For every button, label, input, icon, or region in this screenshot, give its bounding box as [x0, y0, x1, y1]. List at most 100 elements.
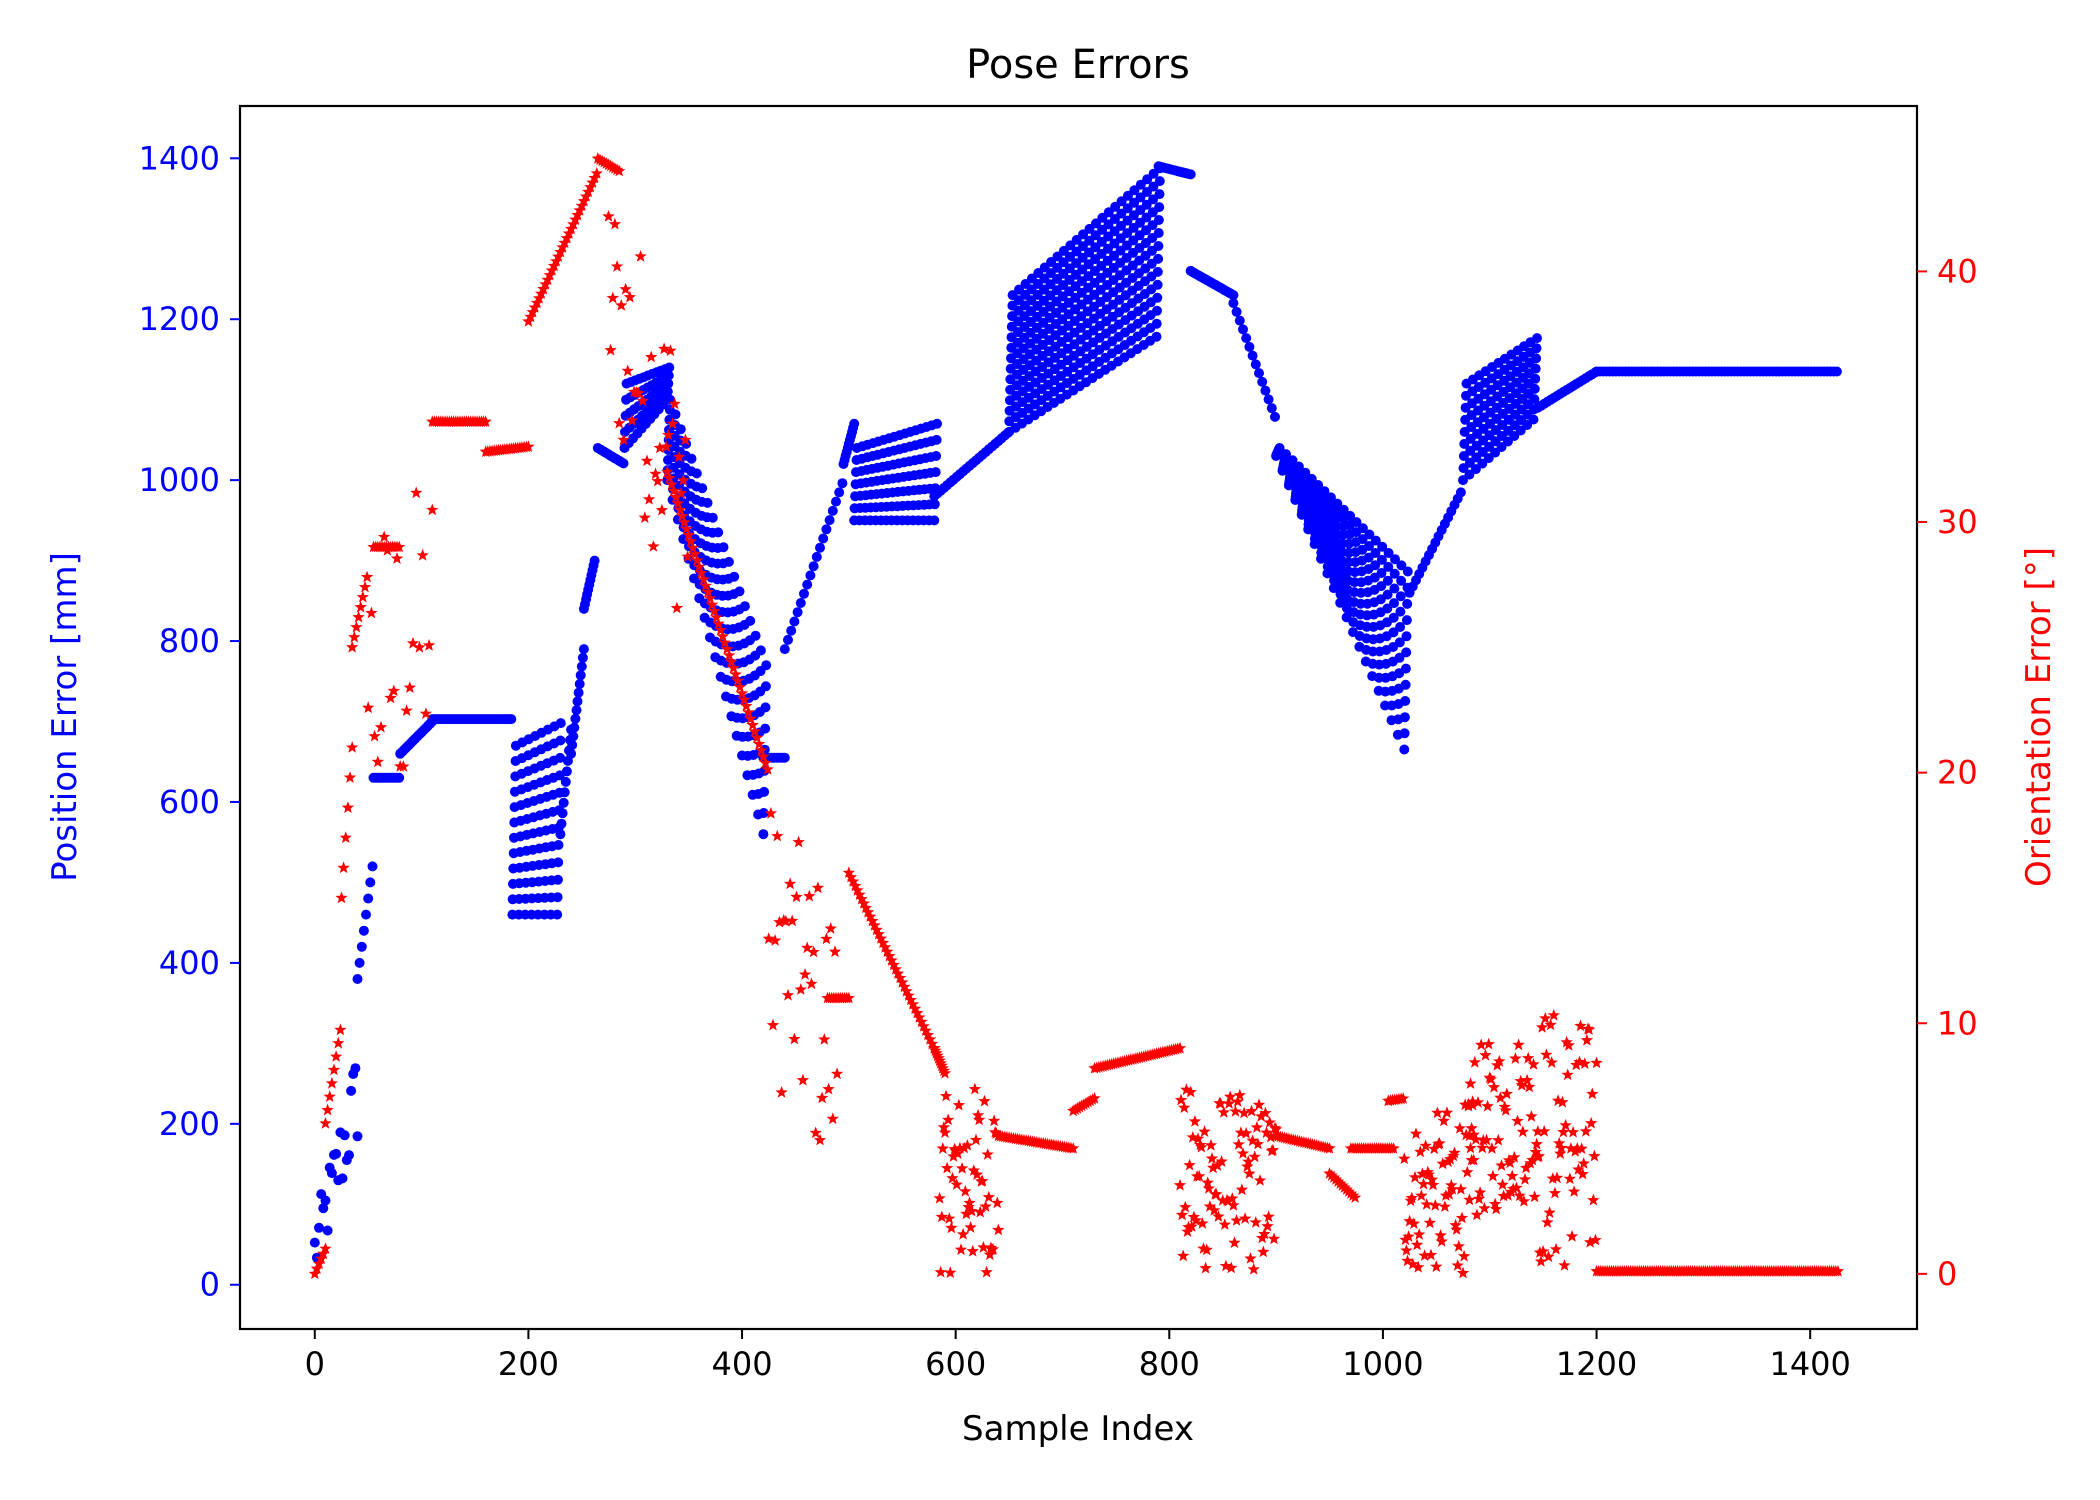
- orientation-error-point: [764, 806, 778, 819]
- orientation-error-point: [617, 433, 630, 446]
- orientation-error-point: [1531, 1125, 1544, 1137]
- orientation-error-point: [1238, 1212, 1252, 1224]
- position-error-point: [555, 735, 566, 746]
- position-error-point: [553, 840, 564, 850]
- orientation-error-point: [1566, 1125, 1580, 1138]
- orientation-error-point: [855, 892, 868, 905]
- orientation-error-point: [983, 1248, 996, 1261]
- position-error-point: [309, 1237, 320, 1248]
- position-error-point: [686, 453, 697, 464]
- position-error-point: [1528, 414, 1539, 425]
- position-error-point: [663, 378, 674, 389]
- orientation-error-point: [723, 649, 736, 661]
- position-error-point: [1388, 627, 1399, 638]
- orientation-error-point: [1448, 1146, 1461, 1159]
- orientation-error-point: [987, 1114, 1001, 1127]
- orientation-error-point: [341, 801, 355, 813]
- orientation-error-point: [348, 630, 361, 643]
- position-error-point: [1287, 455, 1298, 466]
- orientation-error-point: [1446, 1182, 1459, 1195]
- orientation-error-point: [632, 386, 645, 399]
- orientation-error-point: [1250, 1121, 1264, 1133]
- position-error-point: [1400, 696, 1411, 706]
- orientation-error-point: [660, 440, 673, 452]
- orientation-error-point: [1588, 1149, 1601, 1162]
- orientation-error-point: [950, 1178, 963, 1190]
- orientation-error-point: [1476, 1141, 1489, 1154]
- orientation-error-point: [1437, 1114, 1450, 1127]
- orientation-error-point: [623, 290, 637, 303]
- orientation-error-point: [358, 580, 372, 593]
- orientation-error-point: [1214, 1097, 1227, 1109]
- orientation-error-point: [661, 465, 674, 478]
- orientation-error-point: [1547, 1008, 1560, 1021]
- position-error-point: [577, 652, 588, 663]
- orientation-error-point: [1473, 1186, 1487, 1198]
- orientation-error-point: [725, 655, 738, 668]
- position-error-point: [1402, 598, 1413, 609]
- orientation-error-point: [872, 927, 885, 940]
- orientation-error-point: [1323, 1142, 1336, 1154]
- orientation-error-point: [1529, 1145, 1542, 1158]
- orientation-error-point: [921, 1028, 935, 1041]
- orientation-error-point: [1416, 1167, 1429, 1180]
- orientation-error-point: [973, 1113, 986, 1126]
- orientation-error-point: [651, 474, 664, 487]
- orientation-error-point: [946, 1171, 959, 1184]
- position-error-point: [1151, 318, 1162, 329]
- orientation-error-point: [1546, 1172, 1559, 1184]
- position-error-point: [555, 829, 566, 840]
- x-tick-label: 400: [711, 1345, 772, 1383]
- orientation-error-point: [310, 1262, 324, 1275]
- orientation-error-point: [682, 528, 695, 541]
- orientation-error-point: [942, 1113, 955, 1126]
- orientation-error-point: [672, 450, 686, 463]
- position-error-point: [570, 713, 581, 724]
- orientation-error-point: [346, 640, 359, 653]
- orientation-error-point: [1200, 1243, 1213, 1256]
- orientation-error-point: [1506, 1169, 1519, 1182]
- orientation-error-point: [978, 1094, 991, 1107]
- y-left-tick-label: 1200: [139, 300, 220, 338]
- orientation-error-point: [330, 1050, 343, 1062]
- position-error-point: [1270, 411, 1280, 422]
- position-error-point: [1364, 529, 1375, 540]
- orientation-error-point: [1461, 1165, 1474, 1178]
- position-error-point: [662, 386, 673, 397]
- orientation-error-point: [1580, 1033, 1594, 1046]
- x-tick-label: 0: [305, 1345, 325, 1383]
- position-error-point: [1531, 343, 1542, 354]
- orientation-error-point: [679, 433, 692, 446]
- position-error-point: [739, 601, 750, 612]
- orientation-error-point: [1439, 1189, 1453, 1201]
- position-error-point: [815, 542, 825, 553]
- orientation-error-point: [1585, 1116, 1598, 1129]
- position-error-point: [1154, 176, 1165, 187]
- position-error-point: [1377, 541, 1388, 552]
- orientation-error-point: [1230, 1214, 1243, 1226]
- orientation-error-point: [1587, 1193, 1600, 1206]
- position-error-point: [573, 687, 584, 698]
- position-error-point: [929, 499, 940, 510]
- orientation-error-point: [1397, 1092, 1410, 1104]
- position-error-point: [931, 451, 942, 461]
- position-error-point: [322, 1225, 333, 1236]
- orientation-error-point: [967, 1164, 980, 1176]
- position-error-point: [718, 542, 729, 553]
- orientation-error-point: [1467, 1128, 1480, 1141]
- position-error-point: [618, 458, 629, 469]
- orientation-error-point: [354, 600, 367, 613]
- position-error-point: [1399, 728, 1410, 739]
- orientation-error-point: [1403, 1214, 1416, 1227]
- orientation-error-point: [714, 623, 727, 636]
- orientation-error-point: [319, 1117, 332, 1129]
- orientation-error-point: [1463, 1129, 1476, 1142]
- position-error-point: [552, 892, 563, 903]
- orientation-error-point: [1187, 1210, 1200, 1223]
- y-left-tick-label: 400: [159, 944, 220, 982]
- position-error-point: [1402, 566, 1413, 577]
- position-error-point: [365, 877, 376, 888]
- position-error-point: [1395, 622, 1406, 632]
- position-error-point: [1396, 575, 1407, 586]
- orientation-error-point: [1208, 1203, 1221, 1216]
